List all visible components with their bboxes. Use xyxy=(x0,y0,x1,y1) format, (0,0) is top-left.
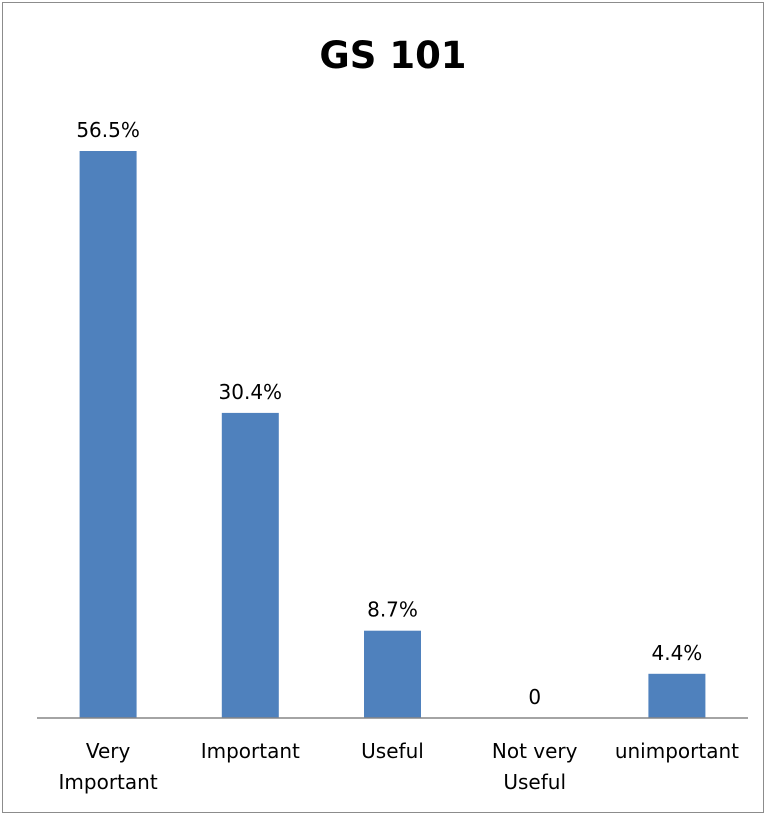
data-label-0: 56.5% xyxy=(76,118,140,142)
bar-0 xyxy=(79,151,137,718)
x-tick-label-line: Very xyxy=(86,739,131,763)
x-tick-label-0: Very Important xyxy=(59,739,158,794)
data-label-1: 30.4% xyxy=(219,380,283,404)
x-tick-label-line: Useful xyxy=(503,770,566,794)
x-tick-label-3: Not very Useful xyxy=(492,739,578,794)
bar-4 xyxy=(648,673,706,718)
bars-group xyxy=(79,151,706,718)
x-tick-label-line: Not very xyxy=(492,739,578,763)
x-tick-label-line: unimportant xyxy=(615,739,739,763)
bar-2 xyxy=(364,630,421,718)
x-tick-label-line: Useful xyxy=(361,739,424,763)
x-tick-label-2: Useful xyxy=(361,739,424,763)
x-tick-label-1: Important xyxy=(201,739,300,763)
x-tick-label-line: Important xyxy=(59,770,158,794)
chart-title: GS 101 xyxy=(319,34,466,77)
data-label-2: 8.7% xyxy=(367,598,418,622)
data-labels-group: 56.5% 30.4% 8.7% 0 4.4% xyxy=(76,118,702,709)
x-tick-labels-group: Very Important Important Useful Not very Usef… xyxy=(59,739,740,794)
x-tick-label-4: unimportant xyxy=(615,739,739,763)
data-label-4: 4.4% xyxy=(651,641,702,665)
x-tick-label-line: Important xyxy=(201,739,300,763)
data-label-3: 0 xyxy=(528,685,541,709)
bar-1 xyxy=(221,412,279,718)
